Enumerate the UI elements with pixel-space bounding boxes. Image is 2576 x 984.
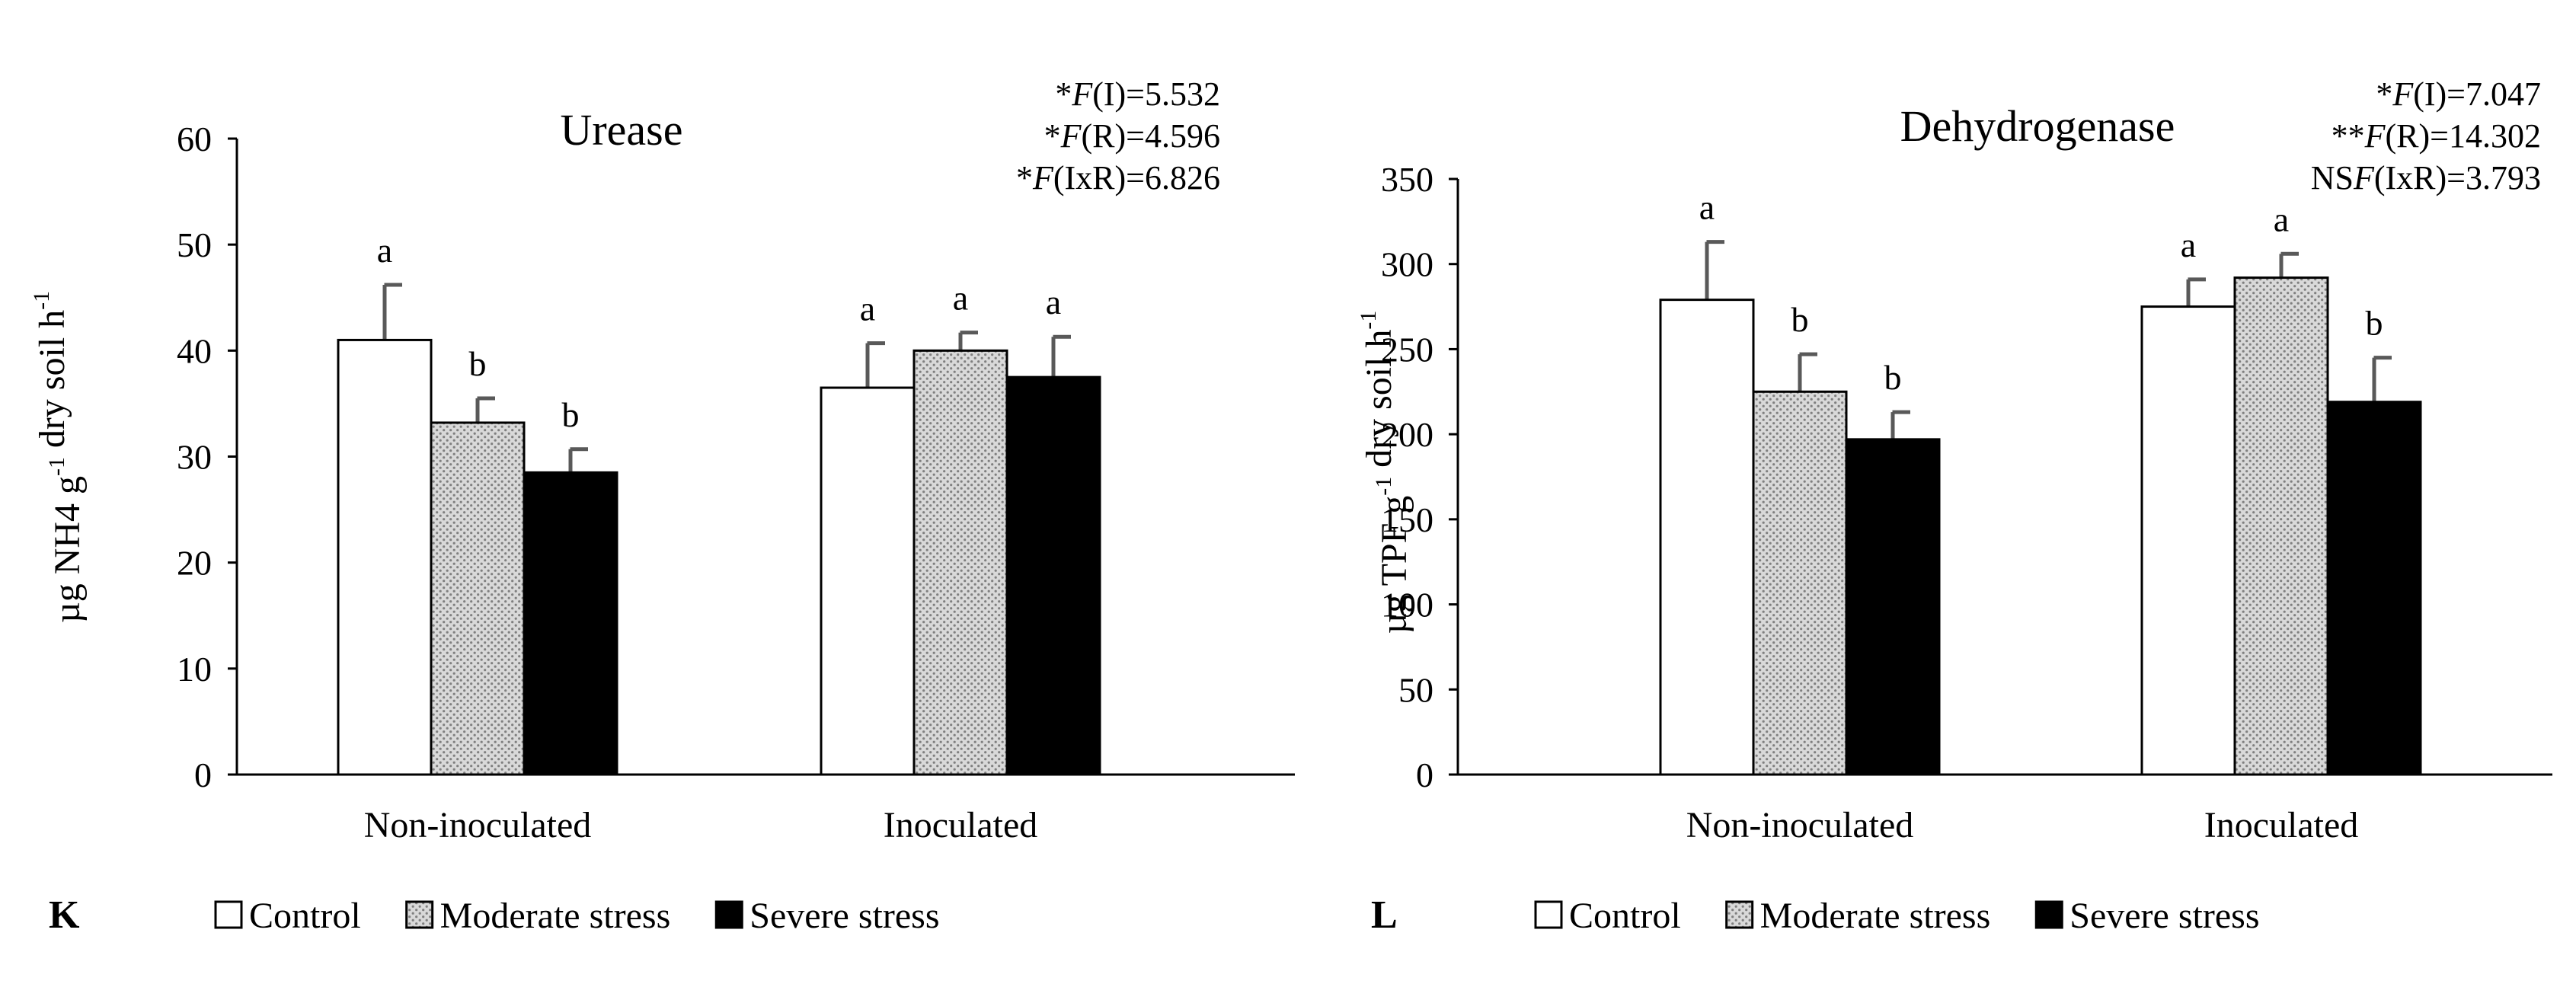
x-tick-label-0: Non-inoculated bbox=[364, 805, 592, 845]
panel-l: a a b a b b 0 50 100 150 200 250 300 350 Non-inoculate… bbox=[1356, 75, 2552, 937]
stat-line-2: *F(IxR)=6.826 bbox=[1016, 159, 1220, 196]
panel-k: a a b a b a 0 10 20 30 40 50 60 Non-inoculated Inocula… bbox=[29, 75, 1295, 937]
bar-moderate-0 bbox=[430, 421, 526, 776]
bar-severe-1 bbox=[2326, 401, 2422, 776]
bar-control-0 bbox=[337, 338, 433, 776]
sig-letter-moderate-0: b bbox=[1791, 300, 1809, 339]
y-tick-label: 10 bbox=[177, 650, 212, 688]
y-axis-label: µg NH4 g-1 dry soil h-1 bbox=[29, 291, 88, 623]
y-tick-label: 350 bbox=[1381, 160, 1433, 199]
y-tick-label: 40 bbox=[177, 331, 212, 370]
bar-control-0 bbox=[1659, 299, 1755, 776]
bar-severe-0 bbox=[523, 471, 618, 776]
legend-swatch-control bbox=[1534, 900, 1563, 929]
sig-letter-control-1: a bbox=[860, 289, 875, 328]
stat-line-1: **F(R)=14.302 bbox=[2332, 117, 2541, 155]
y-tick-label: 50 bbox=[177, 225, 212, 264]
sig-letter-severe-1: b bbox=[2366, 304, 2383, 343]
stat-line-2: NSF(IxR)=3.793 bbox=[2311, 159, 2541, 196]
stat-line-0: *F(I)=5.532 bbox=[1055, 75, 1220, 113]
legend-swatch-moderate bbox=[1725, 900, 1754, 929]
y-tick-label: 300 bbox=[1381, 245, 1433, 284]
bar-moderate-1 bbox=[912, 349, 1008, 776]
sig-letter-moderate-1: a bbox=[953, 279, 968, 318]
x-tick-label-1: Inoculated bbox=[884, 805, 1038, 845]
y-tick-label: 0 bbox=[194, 756, 212, 794]
panel-label: K bbox=[49, 893, 80, 937]
stat-line-1: *F(R)=4.596 bbox=[1044, 117, 1220, 155]
sig-letter-moderate-1: a bbox=[2274, 200, 2289, 238]
sig-letter-moderate-0: b bbox=[469, 344, 487, 383]
y-tick-label: 50 bbox=[1398, 670, 1433, 709]
sig-letter-control-1: a bbox=[2181, 225, 2196, 264]
bar-moderate-0 bbox=[1752, 390, 1848, 776]
stat-line-0: *F(I)=7.047 bbox=[2376, 75, 2541, 113]
y-tick-label: 200 bbox=[1381, 415, 1433, 454]
legend-label-severe: Severe stress bbox=[2069, 896, 2259, 936]
bar-control-1 bbox=[2140, 305, 2236, 776]
panel-label: L bbox=[1371, 893, 1398, 937]
legend-swatch-control bbox=[214, 900, 243, 929]
bar-moderate-1 bbox=[2233, 276, 2329, 776]
legend-label-control: Control bbox=[1569, 896, 1681, 936]
legend-label-control: Control bbox=[249, 896, 361, 936]
y-tick-label: 60 bbox=[177, 120, 212, 158]
legend-label-severe: Severe stress bbox=[749, 896, 939, 936]
chart-title: Dehydrogenase bbox=[1900, 101, 2175, 151]
bar-control-1 bbox=[820, 386, 916, 776]
sig-letter-control-0: a bbox=[377, 231, 392, 270]
y-tick-label: 30 bbox=[177, 438, 212, 477]
sig-letter-severe-1: a bbox=[1046, 283, 1061, 321]
y-axis-label: µg TPF g-1 dry soil h-1 bbox=[1356, 311, 1414, 634]
legend-swatch-severe bbox=[2034, 900, 2063, 929]
bar-severe-0 bbox=[1845, 438, 1941, 776]
bar-severe-1 bbox=[1005, 375, 1101, 776]
legend-swatch-severe bbox=[714, 900, 743, 929]
legend-label-moderate: Moderate stress bbox=[440, 896, 671, 936]
y-tick-label: 250 bbox=[1381, 330, 1433, 369]
y-tick-label: 20 bbox=[177, 544, 212, 583]
legend-label-moderate: Moderate stress bbox=[1760, 896, 1991, 936]
y-tick-label: 0 bbox=[1416, 756, 1433, 794]
legend: Control Moderate stress Severe stress bbox=[214, 896, 940, 936]
y-tick-label: 150 bbox=[1381, 500, 1433, 539]
legend-swatch-moderate bbox=[405, 900, 434, 929]
x-tick-label-0: Non-inoculated bbox=[1686, 805, 1914, 845]
legend: Control Moderate stress Severe stress bbox=[1534, 896, 2260, 936]
sig-letter-control-0: a bbox=[1699, 188, 1715, 227]
sig-letter-severe-0: b bbox=[1884, 358, 1902, 397]
x-tick-label-1: Inoculated bbox=[2204, 805, 2359, 845]
sig-letter-severe-0: b bbox=[562, 395, 580, 434]
chart-title: Urease bbox=[560, 105, 682, 155]
y-tick-label: 100 bbox=[1381, 586, 1433, 625]
